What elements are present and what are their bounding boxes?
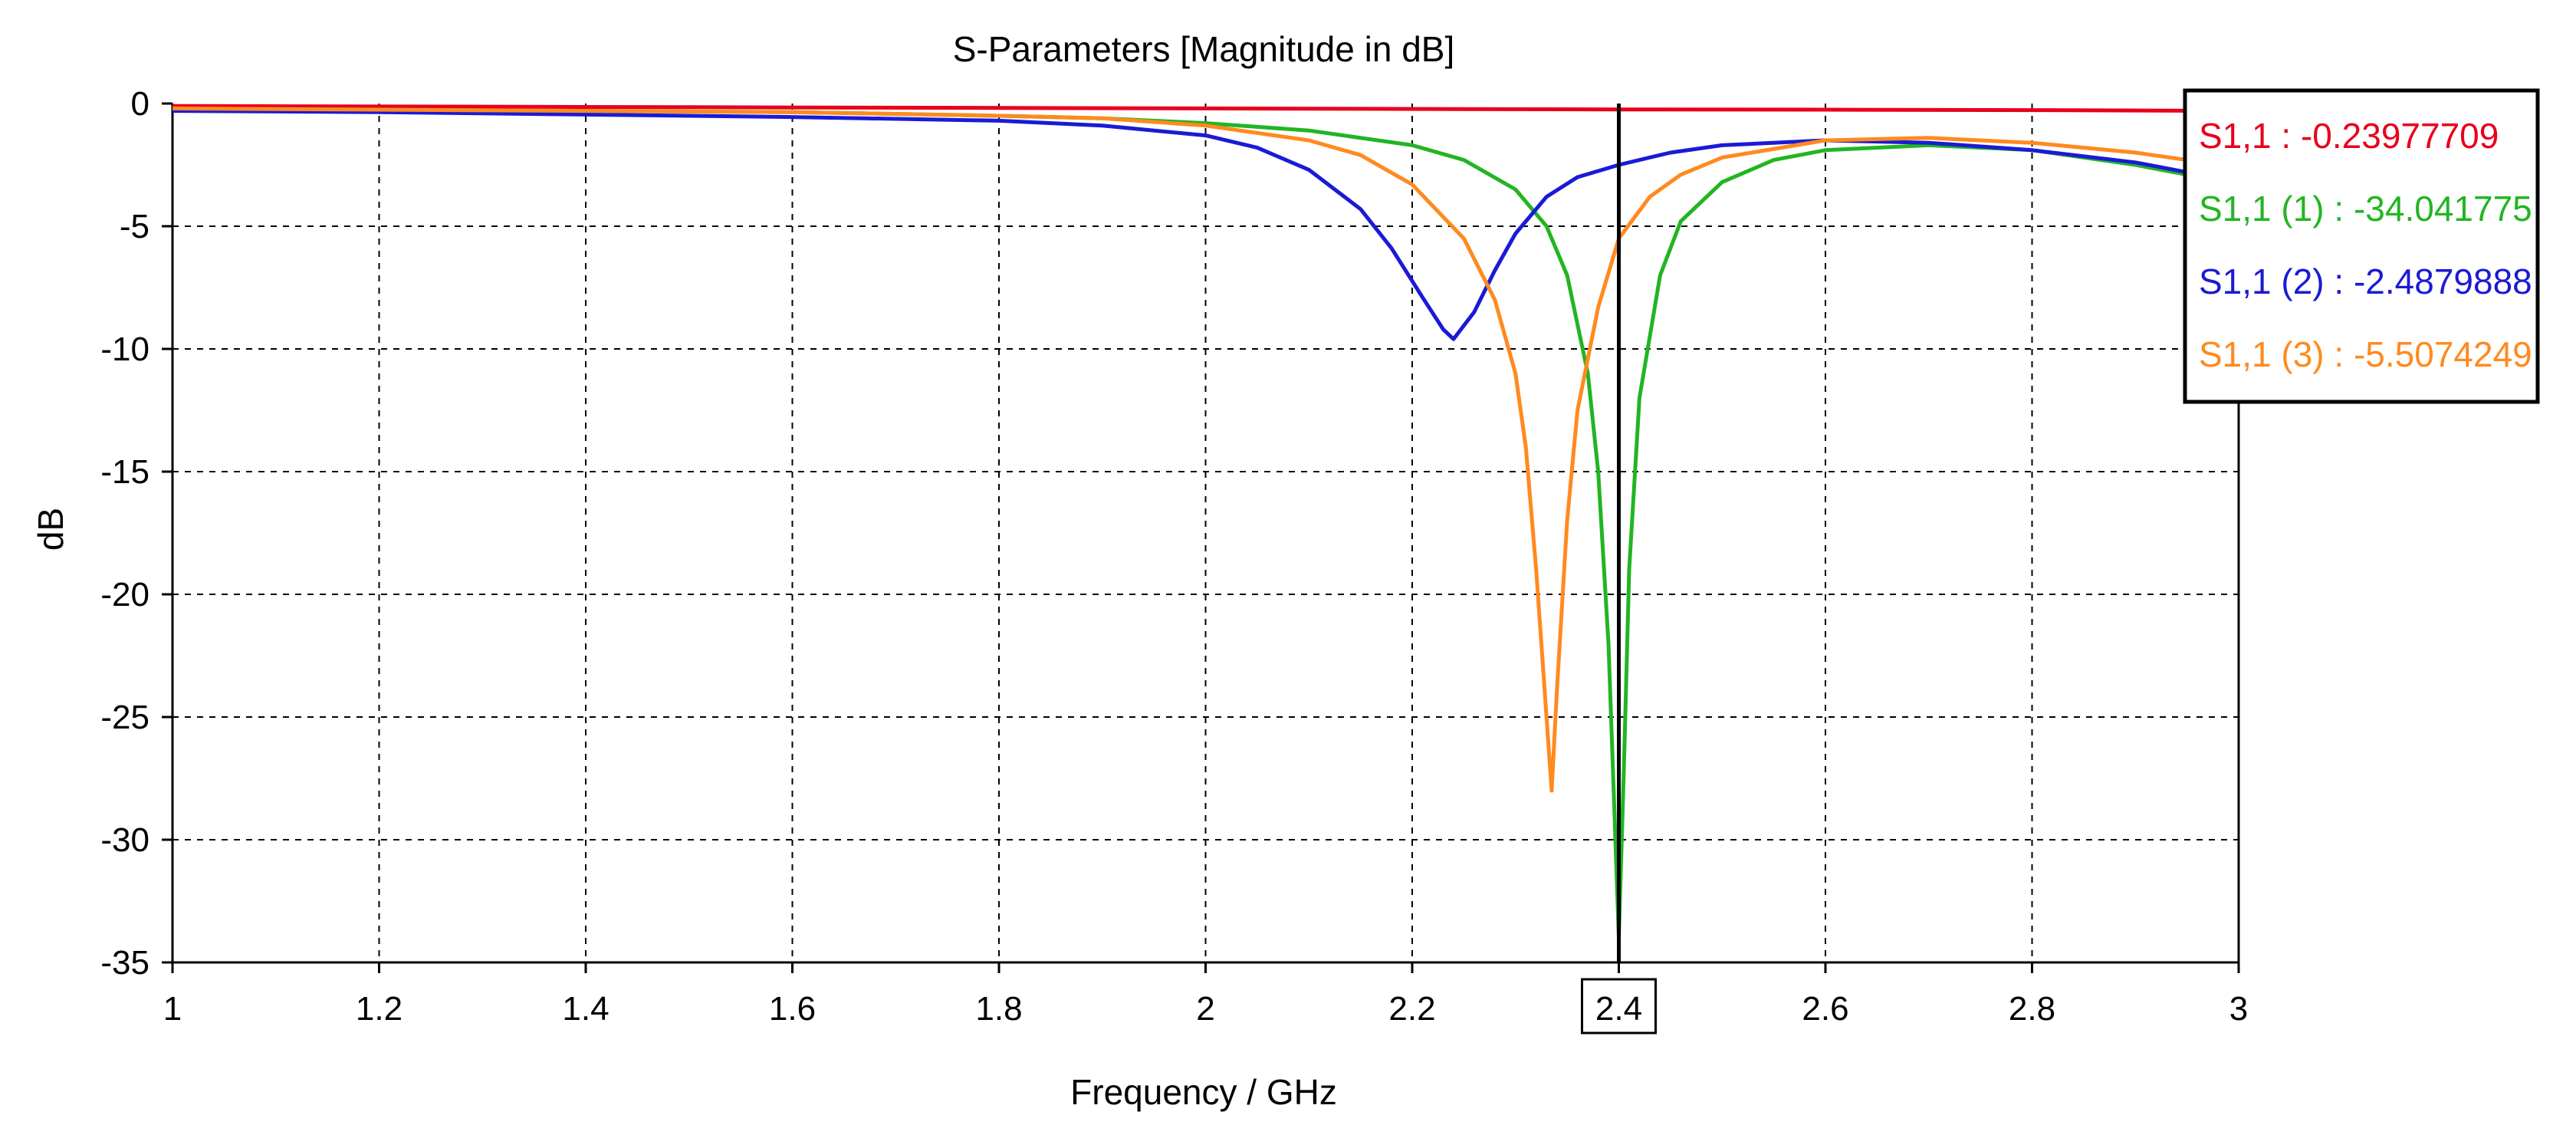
x-tick-label: 2.6	[1802, 990, 1848, 1028]
y-tick-label: -30	[100, 821, 150, 859]
y-tick-label: 0	[131, 85, 150, 123]
legend-entry: S1,1 (1) : -34.041775	[2199, 189, 2532, 229]
legend-box: S1,1 : -0.23977709 S1,1 (1) : -34.041775 S…	[2183, 88, 2540, 404]
x-tick-label: 1.4	[562, 990, 609, 1028]
ticks-layer: 1 1.2 1.4 1.6 1.8 2 2.2 2.4 2.6 2.8 3 0 -5 -10 -15 -20 -…	[100, 85, 2248, 1028]
y-tick-label: -15	[100, 453, 150, 491]
x-tick-label: 1.6	[769, 990, 816, 1028]
marker-layer[interactable]	[1581, 104, 1657, 1035]
y-tick-label: -20	[100, 576, 150, 613]
y-tick-label: -35	[100, 944, 150, 982]
y-tick-label: -25	[100, 699, 150, 736]
grid-layer	[172, 104, 2239, 962]
x-tick-label: 1	[163, 990, 182, 1028]
x-axis-title: Frequency / GHz	[1070, 1072, 1337, 1112]
x-tick-label: 3	[2229, 990, 2248, 1028]
x-tick-label: 1.2	[356, 990, 402, 1028]
legend-entry: S1,1 : -0.23977709	[2199, 116, 2499, 156]
x-tick-label: 1.8	[975, 990, 1022, 1028]
y-tick-label: -10	[100, 331, 150, 368]
legend-entry: S1,1 (3) : -5.5074249	[2199, 334, 2532, 374]
frequency-marker-box[interactable]	[1581, 978, 1657, 1035]
series-line	[172, 106, 2239, 793]
chart-title: S-Parameters [Magnitude in dB]	[953, 29, 1455, 69]
y-axis-title: dB	[31, 508, 71, 551]
y-tick-label: -5	[120, 208, 150, 245]
series-line	[172, 109, 2239, 341]
x-tick-label: 2.4	[1595, 990, 1642, 1028]
x-tick-label: 2.2	[1388, 990, 1435, 1028]
x-tick-label: 2	[1196, 990, 1214, 1028]
legend-frame	[2183, 88, 2540, 404]
legend-entry: S1,1 (2) : -2.4879888	[2199, 262, 2532, 301]
x-tick-label: 2.8	[2009, 990, 2055, 1028]
